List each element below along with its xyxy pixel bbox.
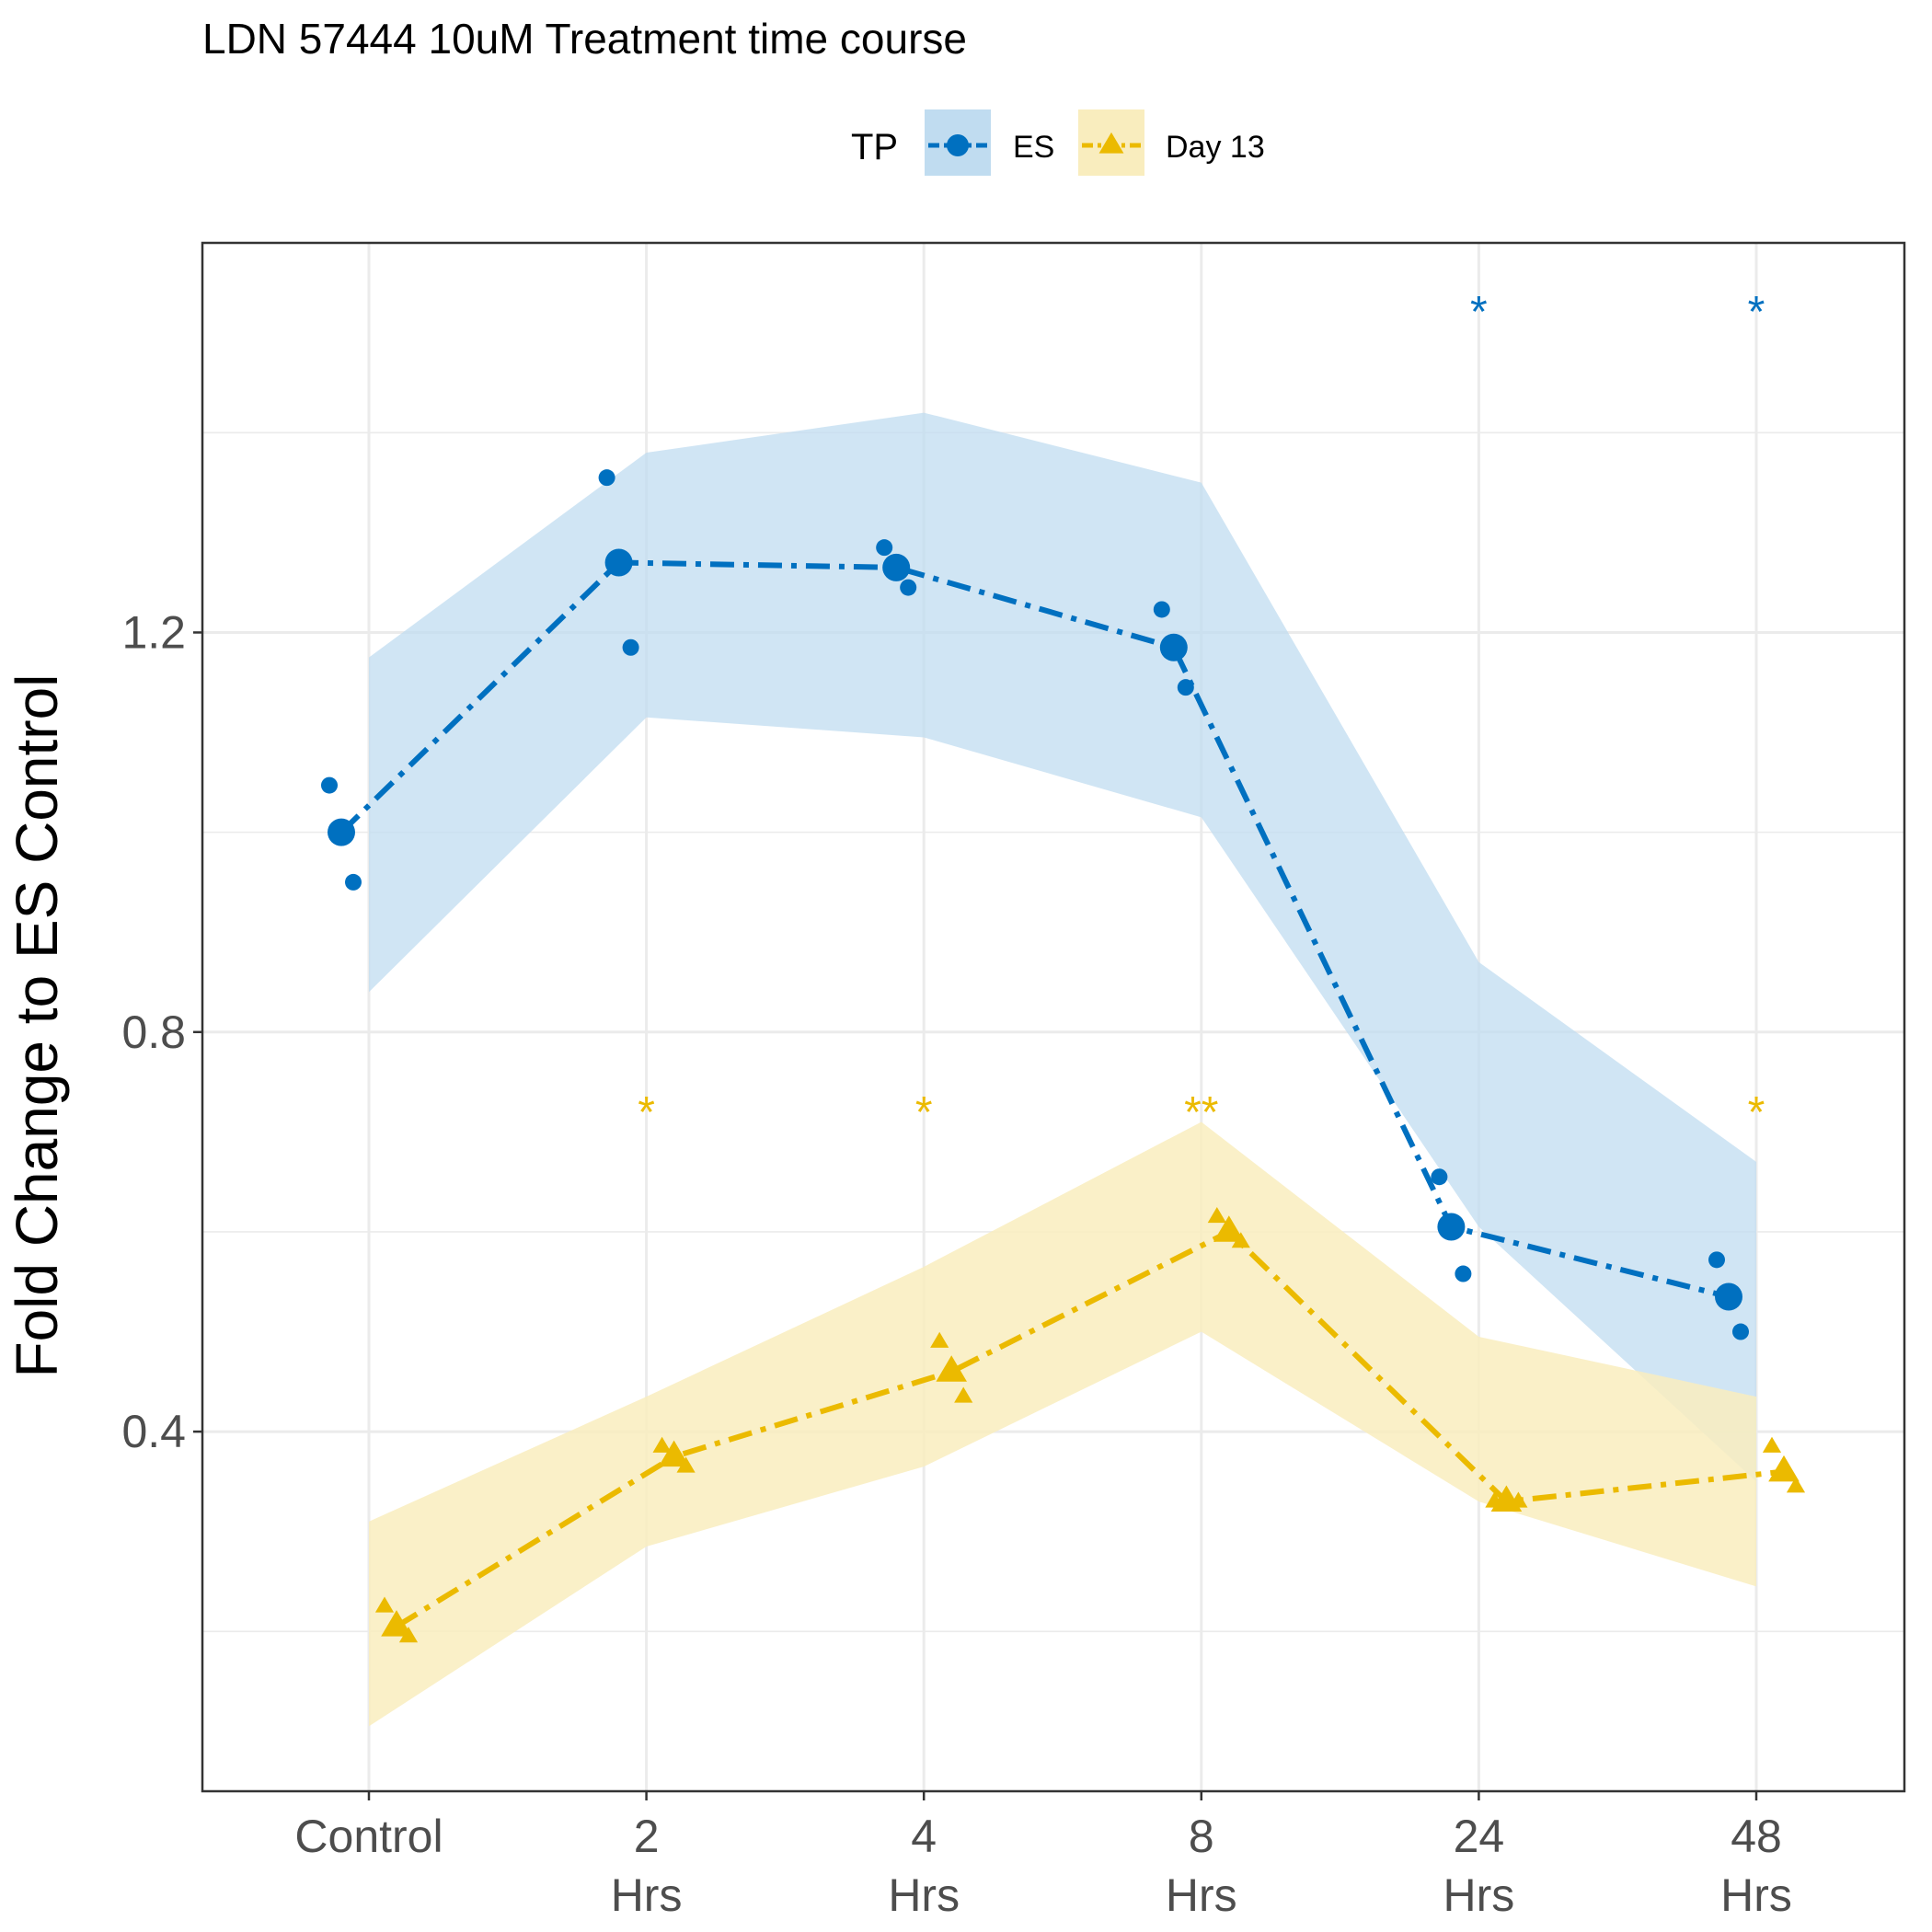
- mean-line-es: [339, 559, 1730, 1300]
- significance-day13: *: [915, 1088, 933, 1137]
- significance-day13: *: [1748, 1088, 1765, 1137]
- y-axis-label: Fold Change to ES Control: [4, 674, 70, 1378]
- data-point-es: [1455, 1265, 1472, 1282]
- legend-title: TP: [851, 127, 898, 167]
- data-point-day13: [652, 1436, 672, 1453]
- x-tick-label: 4: [911, 1811, 937, 1862]
- mean-point-day13: [1490, 1485, 1523, 1512]
- data-point-es: [1177, 679, 1194, 696]
- y-axis-title: Fold Change to ES Control: [4, 674, 70, 1378]
- significance-day13: **: [1184, 1088, 1218, 1137]
- mean-point-es: [1437, 1213, 1466, 1241]
- legend-key-marker-es: [947, 134, 969, 156]
- x-tick-label: Hrs: [1166, 1869, 1237, 1921]
- data-point-es: [598, 469, 615, 487]
- data-point-day13: [1786, 1477, 1806, 1493]
- data-point-es: [1431, 1168, 1448, 1186]
- x-tick-label: Hrs: [888, 1869, 960, 1921]
- mean-point-day13: [1768, 1455, 1800, 1482]
- x-tick-label: 2: [634, 1811, 660, 1862]
- mean-point-day13: [381, 1610, 412, 1637]
- data-point-es: [1732, 1323, 1749, 1340]
- data-point-day13: [374, 1596, 395, 1613]
- y-tick-label: 0.8: [121, 1006, 186, 1058]
- data-point-day13: [954, 1386, 973, 1403]
- significance-es: *: [1470, 288, 1488, 337]
- x-tick-label: 24: [1454, 1811, 1505, 1862]
- data-point-es: [345, 873, 362, 891]
- y-tick-label: 0.4: [121, 1406, 186, 1457]
- legend-label-es: ES: [1013, 130, 1054, 165]
- mean-point-day13: [1213, 1215, 1245, 1242]
- data-point-es: [1153, 601, 1170, 618]
- data-point-day13: [1762, 1436, 1782, 1453]
- data-point-es: [321, 776, 338, 794]
- data-point-day13: [1207, 1207, 1226, 1224]
- mean-point-es: [604, 548, 633, 577]
- mean-point-day13: [936, 1355, 967, 1382]
- x-tick-label: Control: [294, 1811, 443, 1862]
- legend-label-day13: Day 13: [1166, 130, 1265, 165]
- chart-title: LDN 57444 10uM Treatment time course: [202, 15, 967, 63]
- mean-point-es: [1159, 633, 1188, 661]
- data-point-es: [1708, 1251, 1725, 1269]
- y-tick-label: 1.2: [121, 606, 186, 658]
- significance-day13: *: [638, 1088, 655, 1137]
- mean-line-day13: [395, 1228, 1785, 1629]
- ribbon-es: [369, 412, 1756, 1482]
- mean-point-es: [328, 818, 355, 846]
- data-point-es: [876, 539, 893, 557]
- significance-es: *: [1748, 288, 1765, 337]
- legend: TP ES Day 13: [851, 109, 1265, 176]
- plot-border: [201, 241, 1906, 1793]
- data-point-day13: [930, 1331, 949, 1348]
- data-point-es: [622, 638, 639, 656]
- x-tick-label: Hrs: [1720, 1869, 1792, 1921]
- x-tick-label: Hrs: [611, 1869, 683, 1921]
- mean-point-es: [882, 553, 911, 581]
- mean-point-es: [1715, 1282, 1742, 1311]
- legend-key-marker-day13: [1098, 132, 1124, 154]
- x-tick-label: Hrs: [1443, 1869, 1515, 1921]
- data-point-es: [900, 579, 917, 596]
- x-tick-label: 8: [1189, 1811, 1214, 1862]
- ribbon-day13: [369, 1121, 1756, 1727]
- mean-point-day13: [658, 1440, 690, 1467]
- x-tick-label: 48: [1731, 1811, 1782, 1862]
